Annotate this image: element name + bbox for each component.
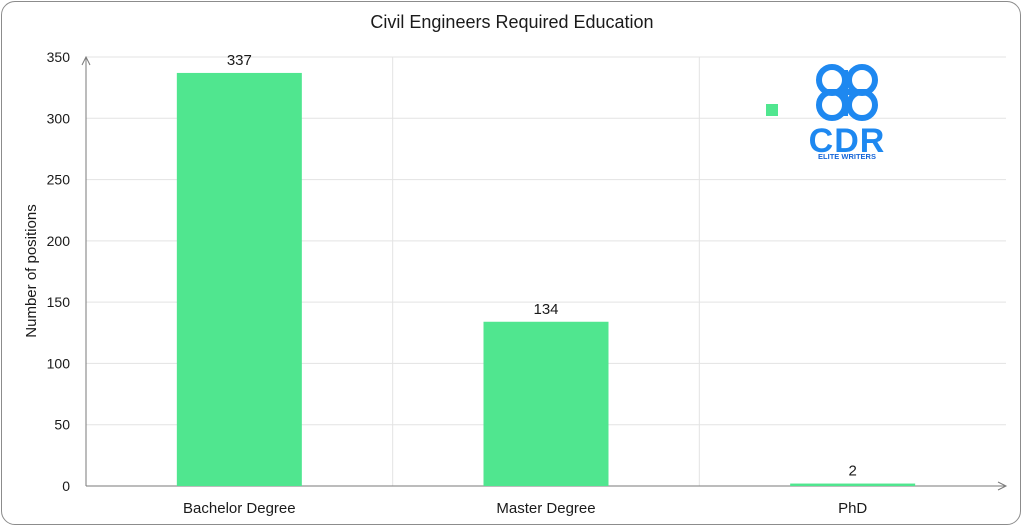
cdr-logo: CDR ELITE WRITERS xyxy=(809,64,886,161)
y-tick-label: 300 xyxy=(47,110,71,126)
data-label: 2 xyxy=(848,463,856,480)
logo-emblem-icon xyxy=(816,64,878,121)
y-tick-label: 100 xyxy=(47,355,71,371)
y-tick-label: 150 xyxy=(47,294,71,310)
data-labels: 337 134 2 xyxy=(227,52,857,480)
bar xyxy=(790,483,916,486)
y-tick-label: 250 xyxy=(47,172,71,188)
chart-title: Civil Engineers Required Education xyxy=(370,12,654,32)
x-tick-label: Bachelor Degree xyxy=(183,500,296,517)
logo-text: CDR xyxy=(809,122,886,160)
bar xyxy=(176,72,302,486)
y-tick-label: 350 xyxy=(47,49,71,65)
y-tick-label: 50 xyxy=(54,417,70,433)
data-label: 134 xyxy=(533,301,558,318)
x-axis-arrow xyxy=(997,481,1008,491)
bar xyxy=(483,321,609,486)
y-axis-arrow xyxy=(81,55,91,66)
y-tick-label: 200 xyxy=(47,233,71,249)
data-label: 337 xyxy=(227,52,252,69)
legend-marker xyxy=(766,104,778,116)
x-tick-label: Master Degree xyxy=(496,500,595,517)
y-axis-label: Number of positions xyxy=(23,204,40,337)
y-tick-labels: 0 50 100 150 200 250 300 350 xyxy=(47,49,71,494)
logo-tagline: ELITE WRITERS xyxy=(818,152,876,161)
x-tick-label: PhD xyxy=(838,500,867,517)
x-tick-labels: Bachelor Degree Master Degree PhD xyxy=(183,500,867,517)
y-tick-label: 0 xyxy=(62,478,70,494)
bars xyxy=(176,72,916,486)
